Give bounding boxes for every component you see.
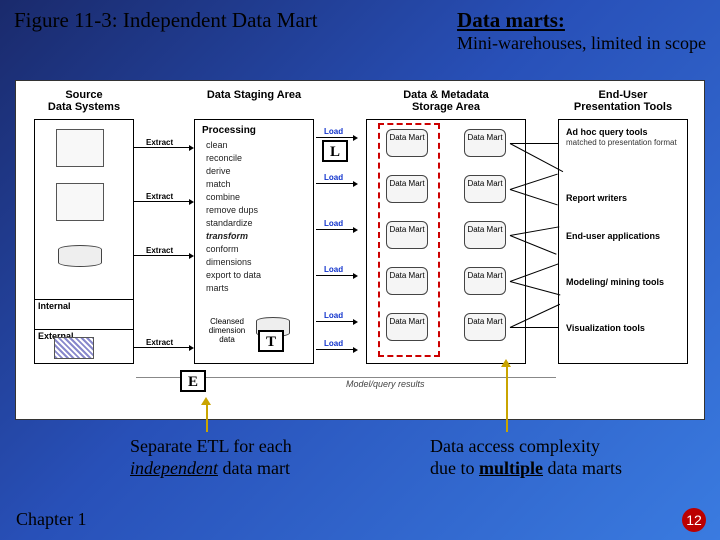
- tool-adhoc: Ad hoc query tools matched to presentati…: [566, 127, 682, 147]
- callout-arrow-etl-head: [201, 392, 211, 405]
- load-label-1: Load: [324, 127, 343, 136]
- internal-label: Internal: [38, 301, 71, 311]
- metadata-5: Data Mart: [464, 313, 506, 341]
- source-pc-icon: [56, 183, 104, 221]
- caption-etl: Separate ETL for each independent data m…: [130, 435, 380, 479]
- extract-arrow-4: [134, 347, 192, 348]
- callout-arrow-access: [506, 362, 508, 432]
- tool-viz: Visualization tools: [566, 323, 682, 333]
- internal-divider: [34, 299, 134, 300]
- col-header-source: Source Data Systems: [34, 89, 134, 113]
- col-header-storage: Data & Metadata Storage Area: [366, 89, 526, 113]
- fan-line: [510, 143, 558, 144]
- data-mart-5: Data Mart: [386, 313, 428, 341]
- marts-subtitle: Mini-warehouses, limited in scope: [457, 33, 706, 54]
- figure-title: Figure 11-3: Independent Data Mart: [14, 8, 318, 54]
- letter-L: L: [322, 140, 348, 162]
- processing-list: clean reconcile derive match combine rem…: [206, 139, 261, 295]
- extract-arrow-3: [134, 255, 192, 256]
- extract-label-1: Extract: [144, 138, 175, 147]
- data-mart-2: Data Mart: [386, 175, 428, 203]
- load-label-5: Load: [324, 311, 343, 320]
- metadata-2: Data Mart: [464, 175, 506, 203]
- metadata-1: Data Mart: [464, 129, 506, 157]
- diagram-canvas: Source Data Systems Data Staging Area Da…: [15, 80, 705, 420]
- data-mart-1: Data Mart: [386, 129, 428, 157]
- callout-arrow-access-head: [501, 354, 511, 367]
- letter-E: E: [180, 370, 206, 392]
- col-header-tools: End-User Presentation Tools: [558, 89, 688, 113]
- source-db-icon: [58, 245, 102, 267]
- load-label-3: Load: [324, 219, 343, 228]
- extract-label-4: Extract: [144, 338, 175, 347]
- extract-label-3: Extract: [144, 246, 175, 255]
- letter-T: T: [258, 330, 284, 352]
- extract-label-2: Extract: [144, 192, 175, 201]
- external-divider: [34, 329, 134, 330]
- load-label-4: Load: [324, 265, 343, 274]
- load-arrow-6: [316, 349, 356, 350]
- marts-block: Data marts: Mini-warehouses, limited in …: [457, 8, 706, 54]
- tool-modeling: Modeling/ mining tools: [566, 277, 682, 287]
- metadata-4: Data Mart: [464, 267, 506, 295]
- col-header-staging: Data Staging Area: [194, 89, 314, 101]
- load-arrow-5: [316, 321, 356, 322]
- chapter-label: Chapter 1: [16, 509, 86, 530]
- load-arrow-2: [316, 183, 356, 184]
- tool-enduser: End-user applications: [566, 231, 682, 241]
- data-mart-4: Data Mart: [386, 267, 428, 295]
- load-label-6: Load: [324, 339, 343, 348]
- marts-header: Data marts:: [457, 8, 706, 33]
- processing-title: Processing: [202, 125, 256, 136]
- data-mart-3: Data Mart: [386, 221, 428, 249]
- extract-arrow-2: [134, 201, 192, 202]
- load-arrow-3: [316, 229, 356, 230]
- extract-arrow-1: [134, 147, 192, 148]
- page-number: 12: [682, 508, 706, 532]
- load-label-2: Load: [324, 173, 343, 182]
- caption-access: Data access complexity due to multiple d…: [430, 435, 680, 479]
- metadata-3: Data Mart: [464, 221, 506, 249]
- source-server-icon: [56, 129, 104, 167]
- load-arrow-4: [316, 275, 356, 276]
- external-source-icon: [54, 337, 94, 359]
- fan-line: [510, 327, 558, 328]
- load-arrow-1: [316, 137, 356, 138]
- cleansed-label: Cleansed dimension data: [200, 317, 254, 344]
- tool-report: Report writers: [566, 193, 682, 203]
- model-results-label: Model/query results: [346, 379, 425, 389]
